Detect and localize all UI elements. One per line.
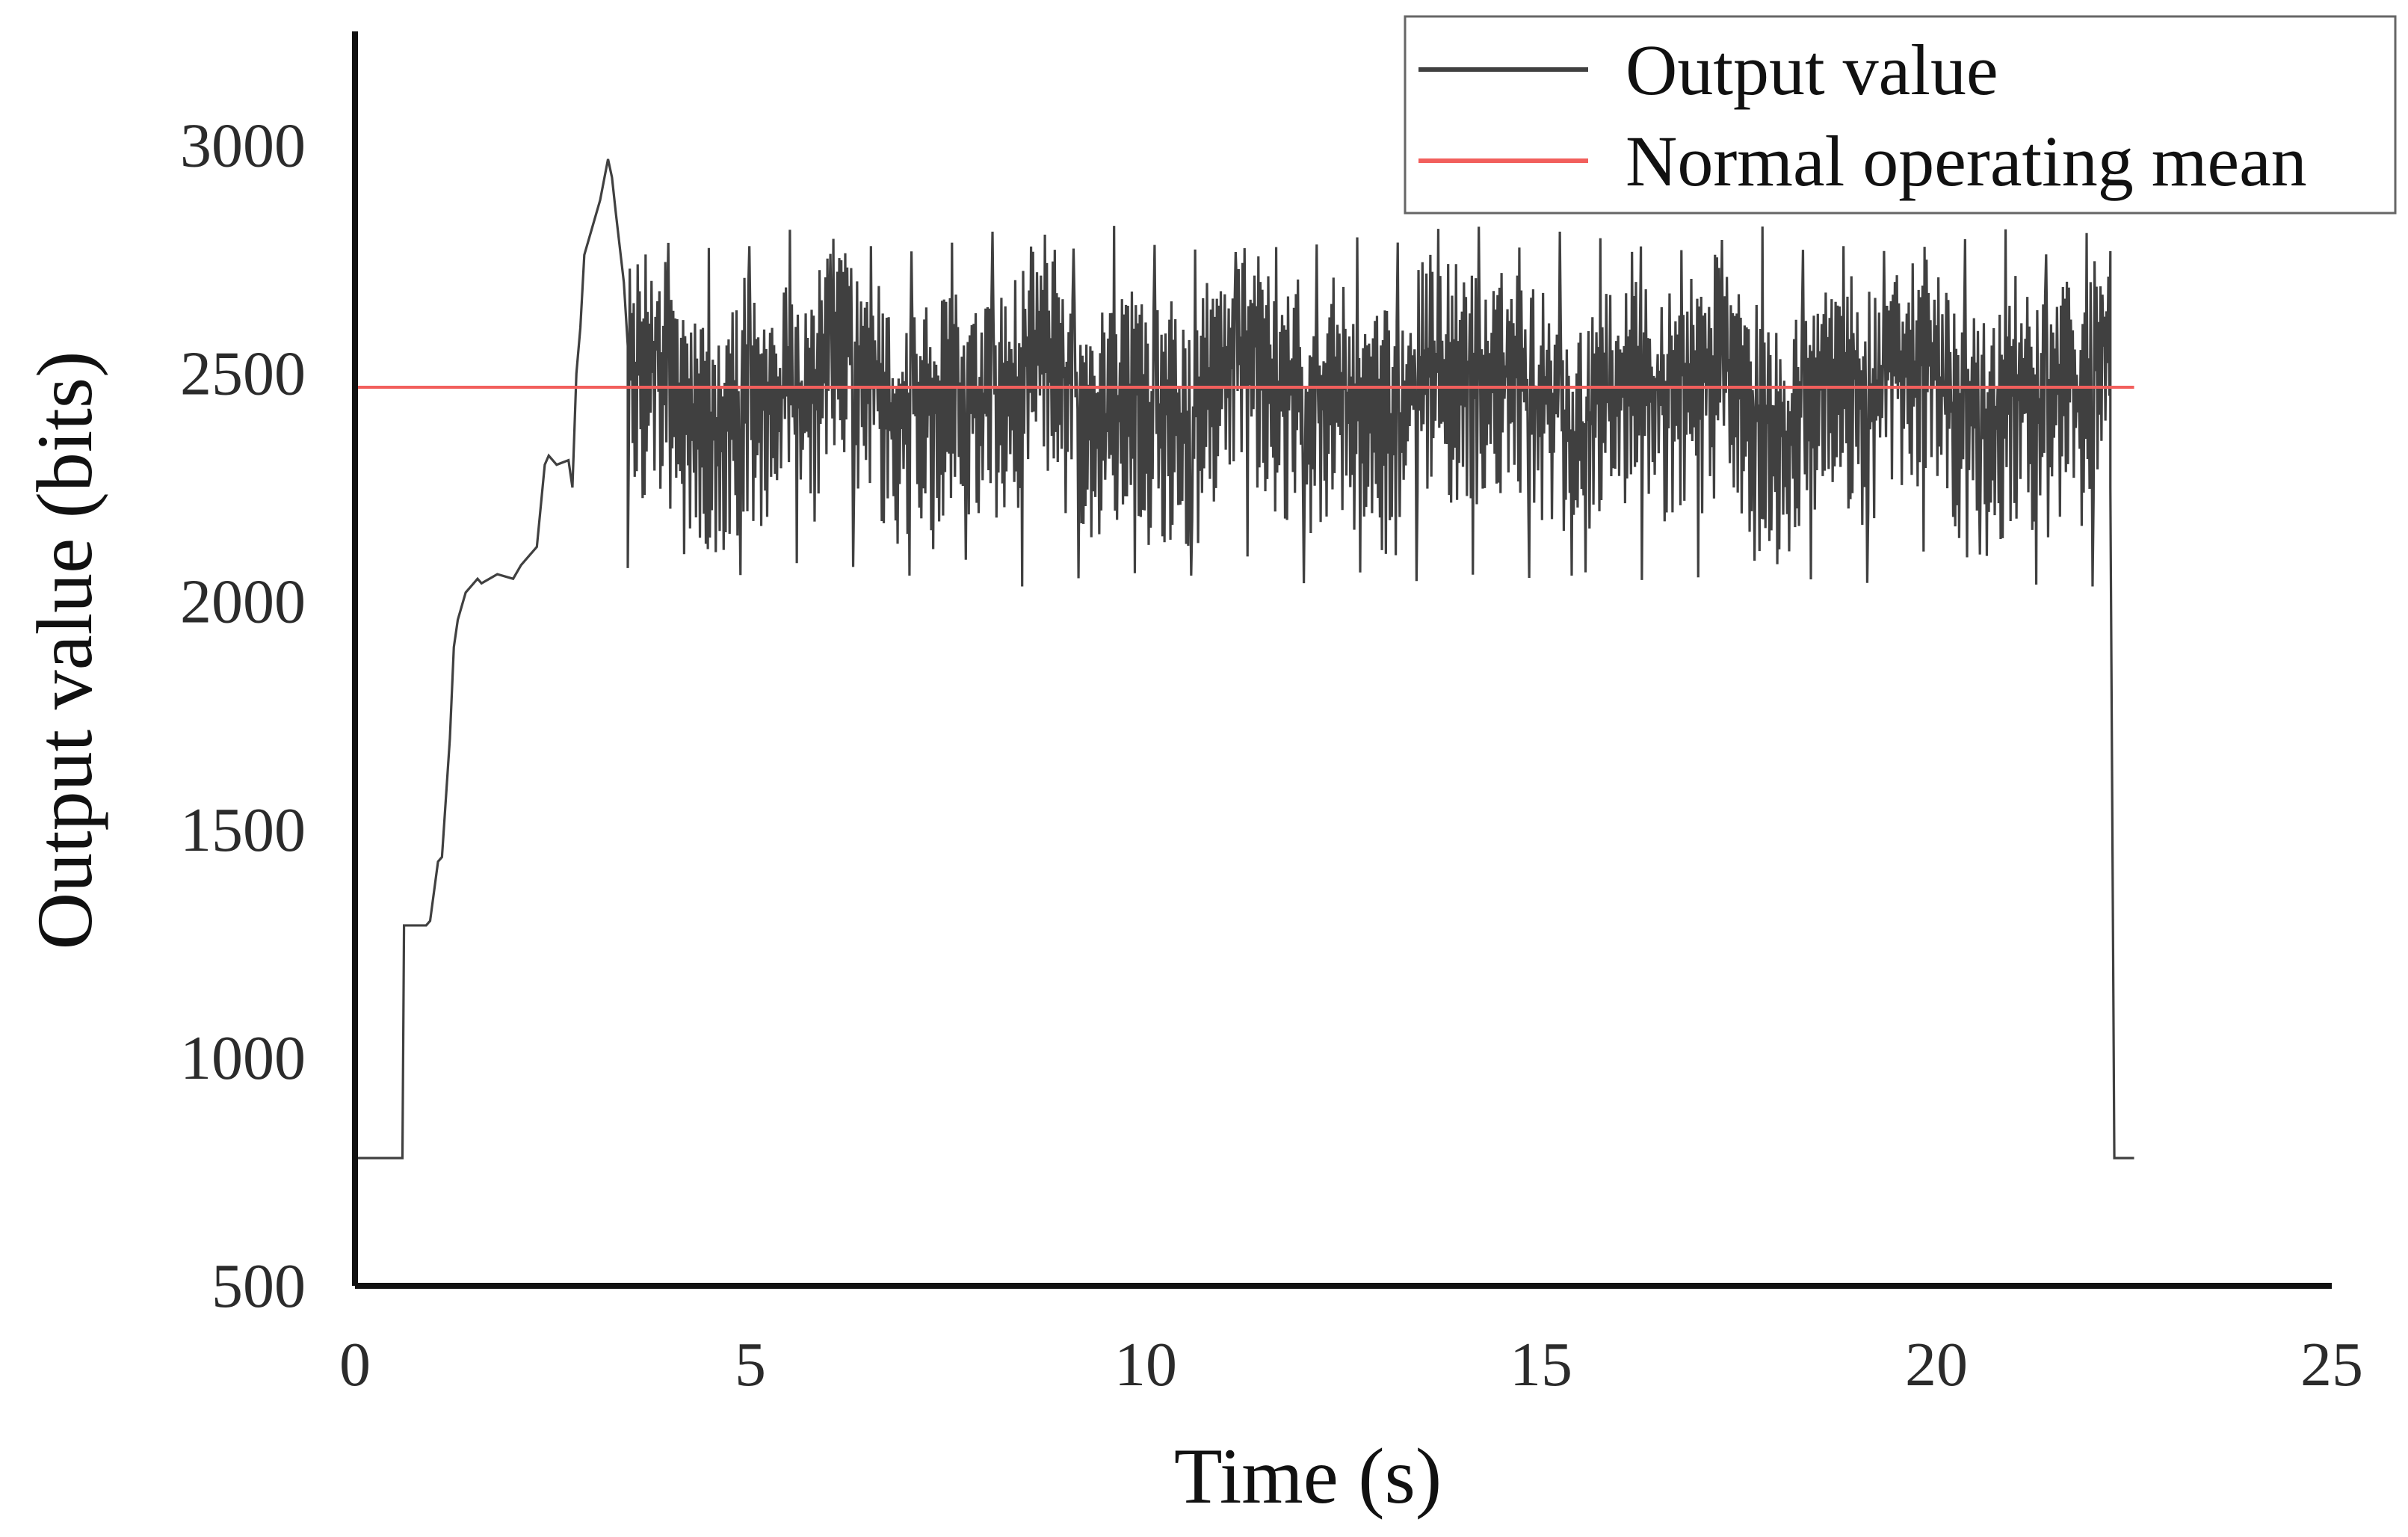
x-tick-label: 0	[339, 1330, 371, 1399]
legend-label-normal-operating-mean: Normal operating mean	[1626, 121, 2307, 201]
y-tick-label: 1500	[180, 795, 306, 865]
series-line-output-value	[355, 158, 2134, 1159]
y-tick-label: 1000	[180, 1023, 306, 1093]
legend-label-output-value: Output value	[1626, 30, 1998, 110]
x-tick-label: 15	[1510, 1330, 1572, 1399]
x-tick-label: 25	[2300, 1330, 2363, 1399]
x-tick-label: 10	[1114, 1330, 1177, 1399]
x-tick-label: 5	[735, 1330, 766, 1399]
axes	[352, 31, 2332, 1289]
plot-area	[355, 158, 2134, 1159]
x-axis-title: Time (s)	[1174, 1432, 1442, 1520]
y-tick-label: 500	[212, 1251, 306, 1321]
legend: Output value Normal operating mean	[1404, 15, 2397, 215]
y-tick-labels: 500 1000 1500 2000 2500 3000	[180, 111, 306, 1321]
x-tick-label: 20	[1905, 1330, 1968, 1399]
y-tick-label: 2500	[180, 339, 306, 409]
y-tick-label: 3000	[180, 111, 306, 181]
y-tick-label: 2000	[180, 567, 306, 637]
legend-box	[1404, 15, 2397, 215]
y-axis-title: Output value (bits)	[21, 351, 108, 950]
x-tick-labels: 0 5 10 15 20 25	[339, 1330, 2363, 1399]
